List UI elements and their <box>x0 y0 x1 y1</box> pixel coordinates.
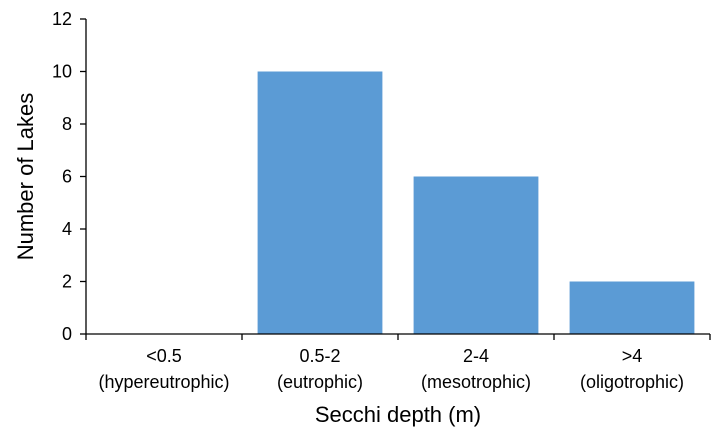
x-category-label-3: >4 <box>622 346 643 366</box>
x-category-label-1: 0.5-2 <box>299 346 340 366</box>
y-tick-label-1: 2 <box>62 272 72 292</box>
y-tick-label-2: 4 <box>62 219 72 239</box>
y-ticks-layer: 0 2 4 6 8 10 12 <box>52 9 711 344</box>
x-category-sublabel-3: (oligotrophic) <box>580 372 684 392</box>
y-tick-label-5: 10 <box>52 62 72 82</box>
y-tick-label-4: 8 <box>62 114 72 134</box>
bar-3 <box>569 281 695 334</box>
y-axis-title: Number of Lakes <box>13 93 38 261</box>
x-category-label-2: 2-4 <box>463 346 489 366</box>
x-axis-title: Secchi depth (m) <box>315 402 481 427</box>
y-tick-label-0: 0 <box>62 324 72 344</box>
x-category-sublabel-1: (eutrophic) <box>277 372 363 392</box>
bars-layer <box>257 71 695 334</box>
x-labels-layer: <0.5 (hypereutrophic) 0.5-2 (eutrophic) 2-4 (… <box>98 346 684 392</box>
bar-2 <box>413 176 539 334</box>
y-tick-label-3: 6 <box>62 167 72 187</box>
x-category-sublabel-2: (mesotrophic) <box>421 372 531 392</box>
x-category-sublabel-0: (hypereutrophic) <box>98 372 229 392</box>
bar-1 <box>257 71 383 334</box>
x-category-label-0: <0.5 <box>146 346 182 366</box>
y-tick-label-6: 12 <box>52 9 72 29</box>
